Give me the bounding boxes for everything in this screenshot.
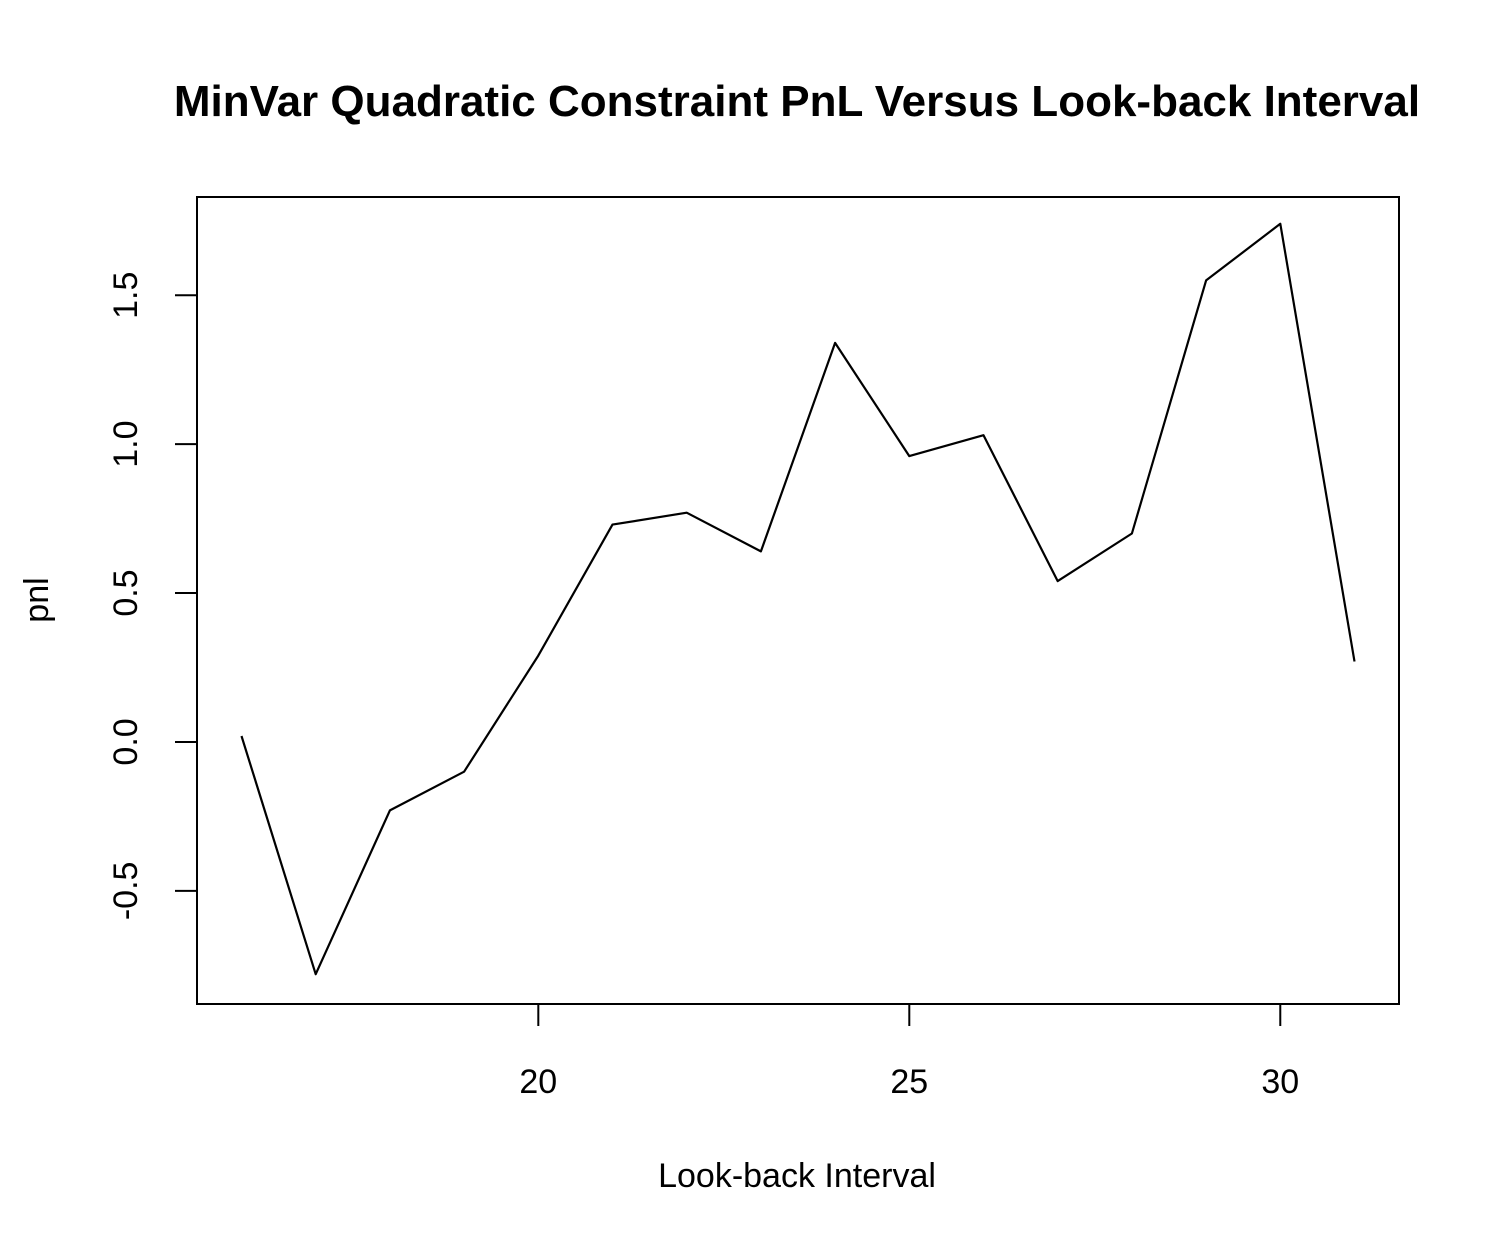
- chart-title: MinVar Quadratic Constraint PnL Versus L…: [174, 77, 1420, 126]
- y-axis: -0.5 0.0 0.5 1.0 1.5: [107, 272, 197, 921]
- y-tick-label: 0.0: [107, 718, 145, 765]
- x-axis-label: Look-back Interval: [658, 1157, 936, 1195]
- y-tick-label: 1.5: [107, 272, 145, 319]
- x-axis: 20 25 30: [519, 1004, 1299, 1101]
- y-tick-label: -0.5: [107, 862, 145, 921]
- x-tick-label: 20: [519, 1063, 557, 1101]
- y-tick-label: 1.0: [107, 421, 145, 468]
- plot-frame: [196, 196, 1400, 1005]
- y-tick-label: 0.5: [107, 569, 145, 616]
- y-axis-label: pnl: [18, 577, 56, 622]
- series-line: [240, 222, 1356, 976]
- x-tick-label: 25: [890, 1063, 928, 1101]
- x-tick-label: 30: [1261, 1063, 1299, 1101]
